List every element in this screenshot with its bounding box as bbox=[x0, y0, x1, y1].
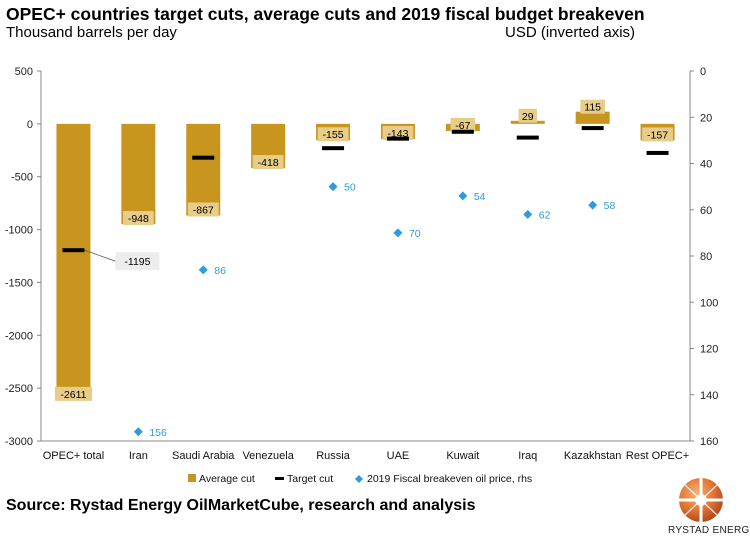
category-label: Kuwait bbox=[446, 450, 479, 462]
target-cut-marker bbox=[322, 146, 345, 151]
breakeven-point bbox=[523, 209, 533, 219]
target-cut-label-bg bbox=[115, 252, 160, 271]
average-cut-label: -155 bbox=[323, 129, 344, 141]
average-cut-label: -2611 bbox=[60, 389, 86, 401]
left-tick-label: -2000 bbox=[5, 330, 33, 342]
logo-text: RYSTAD ENERGY bbox=[668, 525, 750, 536]
category-label: UAE bbox=[387, 450, 410, 462]
average-cut-label-bg bbox=[317, 127, 349, 142]
source-note: Source: Rystad Energy OilMarketCube, res… bbox=[6, 497, 476, 514]
average-cut-label-bg bbox=[642, 127, 673, 142]
left-tick-label: -1000 bbox=[5, 225, 33, 237]
category-label: Kazakhstan bbox=[564, 450, 621, 462]
average-cut-bar bbox=[186, 123, 221, 216]
target-cut-marker bbox=[646, 150, 669, 155]
average-cut-label: -418 bbox=[258, 157, 279, 169]
average-cut-label-bg bbox=[187, 202, 219, 217]
target-cut-marker bbox=[516, 135, 539, 140]
breakeven-label: 70 bbox=[409, 228, 421, 240]
rystad-logo-icon bbox=[679, 478, 723, 522]
right-tick-label: 100 bbox=[700, 297, 718, 309]
left-tick-label: -2500 bbox=[5, 383, 33, 395]
breakeven-label: 156 bbox=[149, 427, 167, 439]
target-cut-marker bbox=[386, 136, 409, 141]
category-label: Venezuela bbox=[242, 450, 294, 462]
average-cut-label-bg bbox=[382, 125, 414, 140]
average-cut-label-bg bbox=[450, 117, 476, 132]
breakeven-point bbox=[393, 228, 403, 238]
breakeven-point bbox=[588, 200, 598, 210]
breakeven-label: 86 bbox=[214, 265, 226, 277]
breakeven-label: 62 bbox=[539, 209, 551, 221]
breakeven-label: 50 bbox=[344, 182, 356, 194]
right-tick-label: 0 bbox=[700, 66, 706, 78]
left-tick-label: 0 bbox=[27, 119, 33, 131]
category-label: Russia bbox=[316, 450, 351, 462]
average-cut-label: 115 bbox=[584, 102, 601, 114]
target-cut-marker bbox=[192, 155, 215, 160]
right-tick-label: 120 bbox=[700, 344, 718, 356]
legend-target-swatch bbox=[275, 477, 284, 480]
legend-target-label: Target cut bbox=[287, 473, 333, 485]
breakeven-label: 58 bbox=[604, 200, 616, 212]
average-cut-label: -157 bbox=[647, 129, 668, 141]
average-cut-label: -867 bbox=[193, 205, 214, 217]
category-label: Iran bbox=[129, 450, 148, 462]
chart-title: OPEC+ countries target cuts, average cut… bbox=[6, 4, 645, 24]
left-tick-label: -1500 bbox=[5, 277, 33, 289]
category-label: Saudi Arabia bbox=[172, 450, 235, 462]
target-cuts-group: -1195 bbox=[62, 126, 669, 271]
average-cut-label: 29 bbox=[522, 111, 534, 123]
right-tick-label: 80 bbox=[700, 251, 712, 263]
target-cut-marker bbox=[581, 126, 604, 131]
average-cut-bar bbox=[56, 123, 91, 400]
axes-group: 500 0 -500 -1000 -1500 -2000 -2500 -3000 0 20 40 60… bbox=[5, 66, 719, 462]
category-label: Iraq bbox=[518, 450, 537, 462]
right-axis-unit: USD (inverted axis) bbox=[505, 24, 636, 41]
legend-average-swatch bbox=[188, 474, 196, 482]
right-tick-label: 60 bbox=[700, 205, 712, 217]
breakeven-point bbox=[328, 182, 338, 192]
right-tick-label: 140 bbox=[700, 390, 718, 402]
legend: Average cut Target cut 2019 Fiscal breakev… bbox=[188, 473, 532, 485]
left-tick-label: -3000 bbox=[5, 436, 33, 448]
legend-average-label: Average cut bbox=[199, 473, 255, 485]
category-label: OPEC+ total bbox=[43, 450, 104, 462]
average-cut-label-bg bbox=[122, 211, 154, 226]
legend-breakeven-label: 2019 Fiscal breakeven oil price, rhs bbox=[367, 473, 532, 485]
target-cut-marker bbox=[62, 248, 85, 253]
right-tick-label: 160 bbox=[700, 436, 718, 448]
right-tick-label: 20 bbox=[700, 112, 712, 124]
breakeven-point bbox=[198, 265, 208, 275]
legend-breakeven-swatch bbox=[355, 475, 363, 483]
category-label: Rest OPEC+ bbox=[626, 450, 689, 462]
average-cut-label: -67 bbox=[455, 120, 470, 132]
average-cut-bar bbox=[575, 111, 610, 124]
average-cut-label-bg bbox=[518, 108, 537, 123]
target-cut-marker bbox=[451, 129, 474, 134]
average-cut-label-bg bbox=[54, 386, 92, 401]
breakeven-points-group: 156 86 50 70 54 62 58 bbox=[133, 182, 616, 439]
average-cut-label: -948 bbox=[128, 213, 149, 225]
breakeven-label: 54 bbox=[474, 191, 486, 203]
left-tick-label: -500 bbox=[11, 172, 33, 184]
right-tick-label: 40 bbox=[700, 159, 712, 171]
target-cut-leader bbox=[84, 249, 116, 262]
breakeven-point bbox=[133, 427, 143, 437]
average-cut-bar bbox=[121, 123, 156, 225]
target-cut-label: -1195 bbox=[124, 256, 150, 268]
left-tick-label: 500 bbox=[15, 66, 33, 78]
average-cut-label-bg bbox=[580, 99, 605, 114]
left-axis-unit: Thousand barrels per day bbox=[6, 24, 177, 41]
breakeven-point bbox=[458, 191, 468, 201]
average-cut-label-bg bbox=[252, 155, 284, 170]
